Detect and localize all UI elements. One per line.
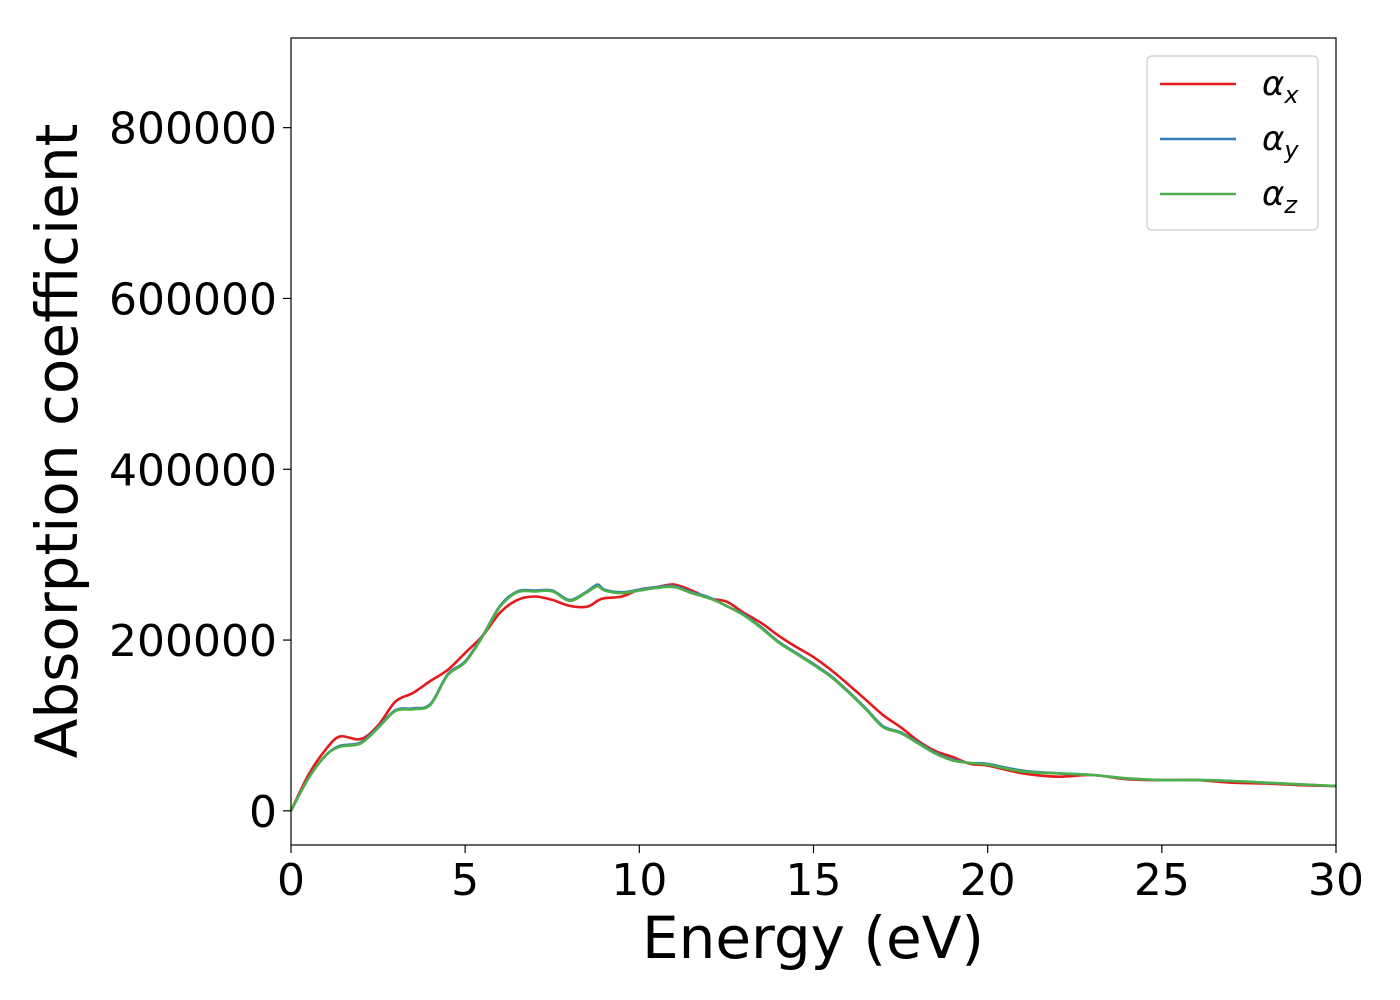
x-tick-label: 5 [451, 855, 479, 906]
y-tick-label: 600000 [109, 274, 277, 325]
legend: αx αy αz [1146, 55, 1319, 231]
y-axis-label: Absorption coefficient [23, 124, 91, 759]
series-line-alpha-z [289, 584, 1337, 812]
x-tick-label: 10 [611, 855, 667, 906]
series-line-alpha-x [289, 583, 1337, 812]
legend-label-alpha-z: αz [1262, 174, 1298, 219]
legend-label-alpha-y: αy [1262, 119, 1299, 164]
x-axis-label: Energy (eV) [642, 904, 984, 972]
y-tick-label: 0 [249, 787, 277, 838]
y-axis: 0 200000 400000 600000 800000 [109, 104, 291, 838]
y-tick-label: 800000 [109, 104, 277, 155]
series-layer [289, 583, 1337, 812]
x-tick-label: 15 [786, 855, 842, 906]
y-tick-label: 200000 [109, 616, 277, 667]
x-axis: 0 5 10 15 20 25 30 [277, 845, 1364, 906]
legend-label-alpha-x: αx [1262, 64, 1299, 109]
x-tick-label: 30 [1308, 855, 1364, 906]
x-tick-label: 20 [960, 855, 1016, 906]
y-tick-label: 400000 [109, 445, 277, 496]
x-tick-label: 25 [1134, 855, 1190, 906]
legend-box [1146, 55, 1319, 231]
x-tick-label: 0 [277, 855, 305, 906]
